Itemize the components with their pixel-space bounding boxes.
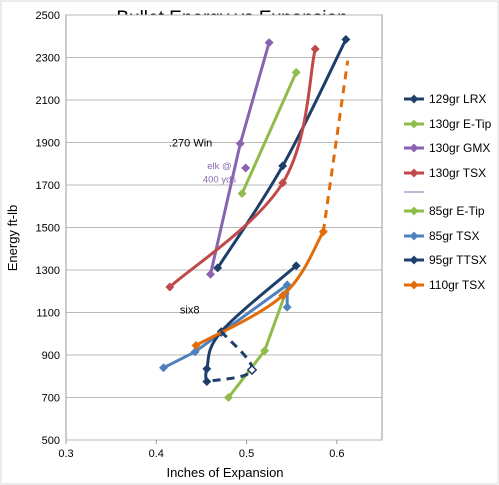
data-point-95gr-ttsx <box>291 261 301 271</box>
data-point-85gr-e-tip <box>260 346 270 356</box>
legend-marker <box>409 94 419 104</box>
data-point-130gr-e-tip <box>237 188 247 199</box>
series-130gr-tsx <box>165 44 320 292</box>
legend-label: 129gr LRX <box>429 92 486 106</box>
series-layer <box>158 34 351 403</box>
legend-label: 85gr TSX <box>429 229 479 243</box>
series-129gr-lrx <box>213 34 351 273</box>
y-tick-label: 900 <box>42 350 60 362</box>
annotation-270-win: .270 Win <box>169 138 212 150</box>
legend-item-85gr-e-tip: 85gr E-Tip <box>404 204 485 218</box>
annotations: .270 Win six8 elk @ 400 yds <box>169 138 236 317</box>
y-axis-title: Energy ft-lb <box>5 205 20 271</box>
data-point-130gr-gmx <box>205 269 216 279</box>
y-tick-label: 2500 <box>36 10 60 22</box>
data-point-129gr-lrx <box>341 34 351 44</box>
data-point-130gr-tsx <box>310 44 320 54</box>
data-point-95gr-ttsx <box>202 364 212 374</box>
x-tick-label: 0.6 <box>329 448 344 460</box>
data-point-85gr-e-tip <box>223 392 234 403</box>
legend-item-95gr-ttsx: 95gr TTSX <box>404 253 487 267</box>
data-point-129gr-lrx <box>278 161 288 171</box>
data-point-130gr-e-tip <box>291 67 301 77</box>
y-tick-label: 1700 <box>36 180 60 192</box>
x-tick-label: 0.4 <box>149 448 164 460</box>
series-line-95gr-ttsx <box>204 264 298 384</box>
y-tick-label: 700 <box>42 393 60 405</box>
legend-label: 130gr TSX <box>429 166 486 180</box>
x-axis-title: Inches of Expansion <box>166 465 283 480</box>
legend-label: 110gr TSX <box>429 278 485 292</box>
grid-lines <box>66 14 382 441</box>
y-axis-tick-labels: 500 700 900 1100 1300 1500 1700 1900 2100 2300 250… <box>36 10 60 447</box>
legend-item-110gr-tsx: 110gr TSX <box>404 278 485 292</box>
dashed-line-110gr-tsx <box>321 60 350 233</box>
data-point-85gr-tsx <box>158 363 169 373</box>
y-tick-label: 2300 <box>36 53 60 65</box>
dashed-segment-110gr-tsx <box>321 60 350 233</box>
open-data-point-95gr-ttsx <box>246 364 258 376</box>
legend-marker <box>409 143 419 153</box>
plot-area: 500 700 900 1100 1300 1500 1700 1900 2100 2300 250… <box>36 10 383 460</box>
data-point-85gr-tsx <box>282 302 292 312</box>
data-point-95gr-ttsx <box>202 377 212 387</box>
data-point-129gr-lrx <box>213 263 223 273</box>
legend-marker <box>409 119 419 129</box>
x-tick-label: 0.3 <box>58 448 73 460</box>
legend-marker <box>409 231 419 241</box>
series-130gr-gmx <box>205 38 274 279</box>
legend-marker <box>409 168 419 178</box>
legend-item-130gr-gmx: 130gr GMX <box>404 141 490 155</box>
y-tick-label: 500 <box>42 435 60 447</box>
legend: 129gr LRX 130gr E-Tip 130gr GMX 130gr TSX 85… <box>404 92 492 292</box>
annotation-400-yds: 400 yds <box>203 175 237 186</box>
data-point-110gr-tsx <box>191 340 201 350</box>
data-point-110gr-tsx <box>278 290 288 301</box>
data-point-130gr-tsx <box>165 282 175 292</box>
y-tick-label: 1100 <box>36 308 60 320</box>
legend-item-130gr-tsx: 130gr TSX <box>404 166 486 180</box>
data-point-130gr-tsx <box>278 178 288 188</box>
data-point-130gr-gmx <box>264 38 274 48</box>
legend-label: 130gr E-Tip <box>429 117 492 131</box>
series-110gr-tsx <box>191 227 328 350</box>
legend-marker <box>409 206 419 216</box>
series-line-130gr-e-tip <box>240 70 298 195</box>
series-130gr-e-tip <box>237 67 301 199</box>
legend-label: 130gr GMX <box>429 141 490 155</box>
data-point-gmx-extra <box>241 163 251 173</box>
data-point-85gr-tsx <box>190 347 200 357</box>
legend-item-85gr-tsx: 85gr TSX <box>404 229 479 243</box>
legend-label: 85gr E-Tip <box>429 204 485 218</box>
dashed-line-95gr-ttsx <box>206 330 254 384</box>
annotation-six8: six8 <box>180 304 200 316</box>
y-tick-label: 1300 <box>36 265 60 277</box>
annotation-elk: elk @ <box>207 161 231 172</box>
x-axis-tick-labels: 0.3 0.4 0.5 0.6 <box>58 440 345 460</box>
legend-marker <box>409 255 419 265</box>
data-point-130gr-gmx <box>235 139 245 149</box>
x-tick-label: 0.5 <box>239 448 254 460</box>
legend-label: 95gr TTSX <box>429 253 487 267</box>
legend-marker <box>409 280 419 290</box>
legend-item-130gr-e-tip: 130gr E-Tip <box>404 117 492 131</box>
y-tick-label: 1500 <box>36 223 60 235</box>
y-tick-label: 2100 <box>36 95 60 107</box>
y-tick-label: 1900 <box>36 138 60 150</box>
legend-item-129gr-lrx: 129gr LRX <box>404 92 486 106</box>
dashed-segment-95gr-ttsx <box>206 330 258 384</box>
